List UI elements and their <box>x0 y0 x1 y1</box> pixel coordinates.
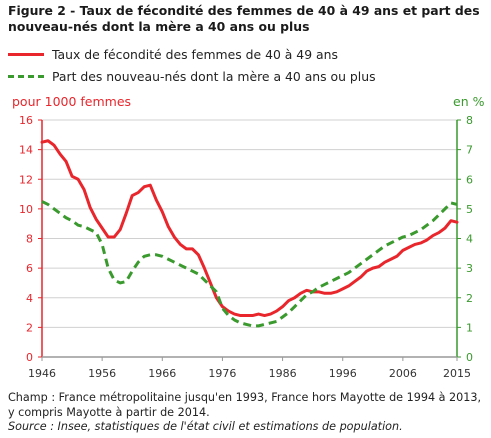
legend-swatch-dashed-green <box>8 74 44 78</box>
left-axis-tick-label: 2 <box>26 321 33 334</box>
x-axis-tick-label: 1996 <box>329 367 357 380</box>
figure-title: Figure 2 - Taux de fécondité des femmes … <box>8 3 480 34</box>
legend-label-fertility: Taux de fécondité des femmes de 40 à 49 … <box>52 46 338 62</box>
x-axis-tick-label: 1956 <box>88 367 116 380</box>
x-axis-tick-label: 1976 <box>208 367 236 380</box>
right-axis-tick-label: 1 <box>466 321 473 334</box>
right-axis-tick-label: 8 <box>466 114 473 127</box>
right-axis-tick-label: 7 <box>466 144 473 157</box>
right-axis-tick-label: 3 <box>466 262 473 275</box>
left-axis-tick-label: 14 <box>19 144 33 157</box>
legend-item-births-share: Part des nouveau-nés dont la mère a 40 a… <box>8 65 376 87</box>
legend-swatch-solid-red <box>8 52 44 56</box>
figure-footer: Champ : France métropolitaine jusqu'en 1… <box>8 391 484 435</box>
legend-item-fertility: Taux de fécondité des femmes de 40 à 49 … <box>8 43 376 65</box>
chart-legend: Taux de fécondité des femmes de 40 à 49 … <box>8 43 376 87</box>
x-axis-tick-label: 1986 <box>269 367 297 380</box>
right-axis-tick-label: 0 <box>466 351 473 364</box>
left-axis-tick-label: 12 <box>19 173 33 186</box>
right-axis-tick-label: 4 <box>466 233 473 246</box>
x-axis-tick-label: 1966 <box>148 367 176 380</box>
left-axis-tick-label: 4 <box>26 292 33 305</box>
right-axis-tick-label: 6 <box>466 173 473 186</box>
left-axis-tick-label: 8 <box>26 233 33 246</box>
x-axis-tick-label: 1946 <box>28 367 56 380</box>
footer-source: Source : Insee, statistiques de l'état c… <box>8 420 403 433</box>
series-line-births-share <box>41 200 458 328</box>
left-axis-label: pour 1000 femmes <box>12 94 131 109</box>
right-axis-tick-label: 2 <box>466 292 473 305</box>
footer-scope: Champ : France métropolitaine jusqu'en 1… <box>8 391 482 419</box>
left-axis-tick-label: 6 <box>26 262 33 275</box>
x-axis-tick-label: 2015 <box>443 367 471 380</box>
right-axis-label: en % <box>453 94 485 109</box>
right-axis-tick-label: 5 <box>466 203 473 216</box>
legend-label-births-share: Part des nouveau-nés dont la mère a 40 a… <box>52 68 376 84</box>
x-axis-tick-label: 2006 <box>389 367 417 380</box>
left-axis-tick-label: 10 <box>19 203 33 216</box>
left-axis-tick-label: 0 <box>26 351 33 364</box>
left-axis-tick-label: 16 <box>19 114 33 127</box>
series-line-fertility <box>40 139 459 318</box>
